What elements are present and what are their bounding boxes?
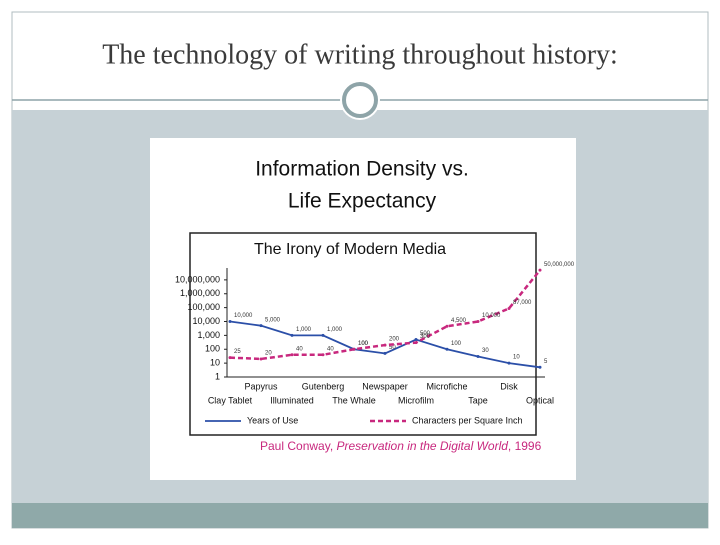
value-label: 1,000 (296, 327, 312, 333)
value-label: 100 (358, 341, 369, 347)
x-tick-label: The Whale (332, 395, 376, 405)
point (538, 365, 542, 369)
ornament (342, 82, 378, 118)
value-label: 30 (482, 348, 489, 354)
y-tick-label: 10,000 (192, 316, 220, 326)
x-tick-label: Disk (500, 381, 518, 391)
value-label: 1,000 (327, 327, 343, 333)
footer-band (12, 503, 708, 528)
source: Paul Conway, Preservation in the Digital… (260, 439, 542, 453)
point (228, 356, 232, 360)
value-label: 4,500 (451, 318, 467, 324)
x-tick-label: Illuminated (270, 395, 314, 405)
point (290, 353, 294, 357)
x-tick-label: Gutenberg (302, 381, 345, 391)
point (538, 268, 542, 272)
slide-title: The technology of writing throughout his… (102, 39, 618, 70)
point (414, 341, 418, 345)
point (507, 306, 511, 310)
chart-frame (189, 232, 537, 436)
chart-title: Life Expectancy (288, 190, 437, 213)
value-label: 50,000,000 (544, 262, 575, 268)
x-tick-label: Newspaper (362, 381, 408, 391)
chart-title: Information Density vs. (255, 158, 469, 181)
value-label: 25 (234, 349, 241, 355)
y-tick-label: 10 (210, 358, 220, 368)
point (383, 343, 387, 347)
y-tick-label: 1,000 (197, 330, 220, 340)
value-label: 300 (420, 334, 431, 340)
value-label: 500 (420, 331, 431, 337)
legend-label: Characters per Square Inch (412, 415, 523, 425)
point (290, 333, 294, 337)
point (321, 333, 325, 337)
legend-label: Years of Use (247, 415, 298, 425)
point (352, 347, 356, 351)
x-tick-label: Microfilm (398, 395, 434, 405)
value-label: 40 (296, 346, 303, 352)
value-label: 50 (389, 345, 396, 351)
value-label: 200 (389, 337, 400, 343)
point (228, 320, 232, 323)
point (321, 353, 325, 357)
point (259, 357, 263, 361)
value-label: 87,000 (513, 300, 532, 306)
chart-subtitle: The Irony of Modern Media (254, 241, 446, 258)
point (507, 361, 511, 365)
value-label: 10 (513, 355, 520, 361)
y-tick-label: 100,000 (187, 302, 220, 312)
point (476, 320, 480, 323)
source-work: Preservation in the Digital World (337, 439, 509, 453)
value-label: 10,000 (234, 313, 253, 319)
value-label: 5,000 (265, 317, 281, 323)
value-label: 5 (544, 359, 548, 365)
x-tick-label: Microfiche (426, 381, 467, 391)
point (383, 351, 387, 355)
y-tick-label: 1 (215, 371, 220, 381)
value-label: 20 (265, 351, 272, 357)
value-label: 10,000 (482, 313, 501, 319)
value-label: 40 (327, 346, 334, 352)
value-label: 100 (358, 341, 369, 347)
x-tick-label: Optical (526, 395, 554, 405)
point (414, 338, 418, 342)
x-tick-label: Clay Tablet (208, 395, 253, 405)
x-tick-label: Papyrus (244, 381, 278, 391)
source-year: , 1996 (508, 439, 542, 453)
point (445, 347, 449, 351)
value-label: 100 (451, 341, 462, 347)
y-tick-label: 1,000,000 (180, 288, 220, 298)
y-tick-label: 100 (205, 344, 220, 354)
x-tick-label: Tape (468, 395, 488, 405)
point (259, 324, 263, 328)
source-author: Paul Conway, (260, 439, 333, 453)
y-tick-label: 10,000,000 (175, 274, 220, 284)
point (476, 355, 480, 359)
point (445, 324, 449, 328)
